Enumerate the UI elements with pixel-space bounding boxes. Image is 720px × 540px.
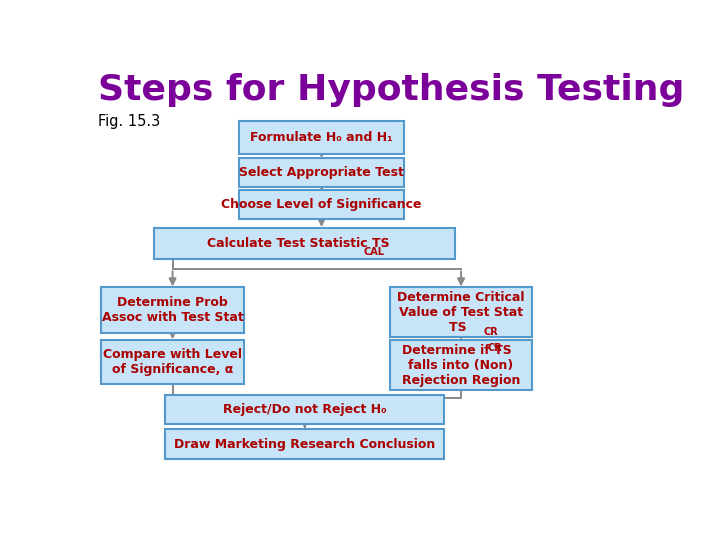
- Text: Determine Critical
Value of Test Stat
TS: Determine Critical Value of Test Stat TS: [397, 291, 525, 334]
- FancyBboxPatch shape: [166, 429, 444, 458]
- FancyBboxPatch shape: [239, 191, 404, 219]
- FancyBboxPatch shape: [390, 341, 532, 389]
- Text: Select Appropriate Test: Select Appropriate Test: [239, 166, 404, 179]
- Text: Draw Marketing Research Conclusion: Draw Marketing Research Conclusion: [174, 437, 436, 450]
- Text: CAL: CAL: [364, 247, 384, 257]
- FancyBboxPatch shape: [239, 122, 404, 154]
- FancyBboxPatch shape: [390, 287, 532, 337]
- Text: Fig. 15.3: Fig. 15.3: [99, 114, 161, 129]
- FancyBboxPatch shape: [102, 287, 244, 333]
- Text: Reject/Do not Reject H₀: Reject/Do not Reject H₀: [223, 403, 387, 416]
- Text: Formulate H₀ and H₁: Formulate H₀ and H₁: [251, 131, 393, 144]
- Text: Determine Prob
Assoc with Test Stat: Determine Prob Assoc with Test Stat: [102, 296, 243, 324]
- Text: CR: CR: [483, 327, 498, 337]
- Text: Calculate Test Statistic TS: Calculate Test Statistic TS: [207, 237, 402, 250]
- FancyBboxPatch shape: [239, 158, 404, 187]
- Text: Choose Level of Significance: Choose Level of Significance: [221, 198, 422, 212]
- FancyBboxPatch shape: [154, 228, 456, 259]
- Text: CR: CR: [488, 342, 503, 353]
- Text: Determine if TS   
falls into (Non)
Rejection Region: Determine if TS falls into (Non) Rejecti…: [402, 343, 521, 387]
- FancyBboxPatch shape: [102, 340, 244, 384]
- Text: Steps for Hypothesis Testing: Steps for Hypothesis Testing: [99, 73, 685, 107]
- FancyBboxPatch shape: [166, 395, 444, 424]
- Text: Compare with Level
of Significance, α: Compare with Level of Significance, α: [103, 348, 242, 376]
